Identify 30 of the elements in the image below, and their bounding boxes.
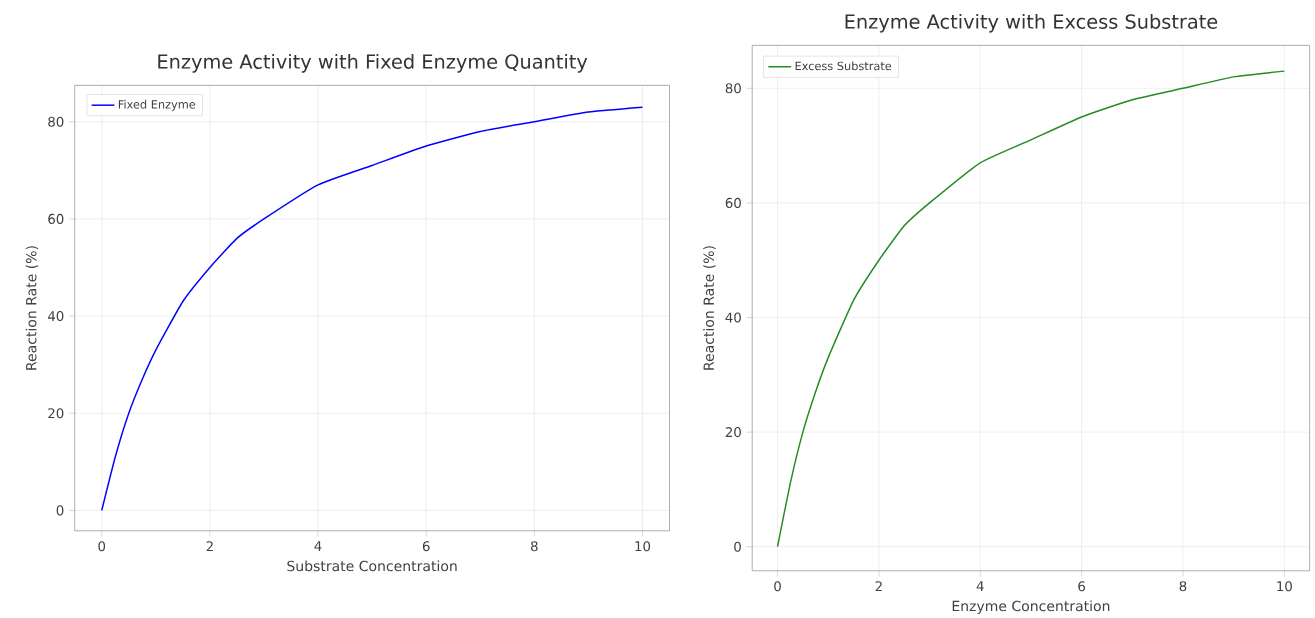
x-tick-label: 2 [206, 540, 213, 551]
y-tick-label: 20 [725, 426, 741, 437]
x-axis-title: Enzyme Concentration [952, 600, 1110, 614]
x-tick-label: 0 [98, 540, 106, 552]
line-series [776, 70, 1286, 548]
y-tick-label: 80 [48, 116, 64, 127]
x-tick-label: 8 [1179, 580, 1187, 592]
x-tick-label: 6 [422, 540, 430, 552]
x-tick-label: 6 [1078, 580, 1086, 592]
y-tick-label: 20 [48, 407, 64, 419]
y-axis-title: Reaction Rate (%) [703, 246, 716, 370]
x-tick-label: 10 [635, 540, 651, 552]
y-tick-label: 40 [47, 310, 64, 321]
x-tick-label: 10 [1277, 580, 1292, 592]
y-tick-label: 80 [725, 83, 741, 94]
legend-label: Fixed Enzyme [118, 99, 196, 111]
x-tick-label: 0 [774, 580, 781, 592]
x-tick-label: 4 [976, 580, 984, 591]
y-axis-title: Reaction Rate (%) [25, 246, 39, 370]
chart-title: Enzyme Activity with Fixed Enzyme Quantity [158, 53, 588, 73]
y-tick-label: 60 [725, 197, 741, 208]
legend-label: Excess Substrate [795, 61, 892, 71]
x-tick-label: 4 [314, 540, 322, 551]
x-tick-label: 8 [530, 540, 538, 552]
y-tick-label: 0 [56, 505, 64, 516]
x-tick-label: 2 [875, 580, 882, 591]
chart-title: Enzyme Activity with Excess Substrate [845, 13, 1218, 33]
y-tick-label: 40 [725, 312, 741, 323]
y-tick-label: 60 [48, 213, 64, 224]
x-axis-title: Substrate Concentration [287, 560, 457, 572]
